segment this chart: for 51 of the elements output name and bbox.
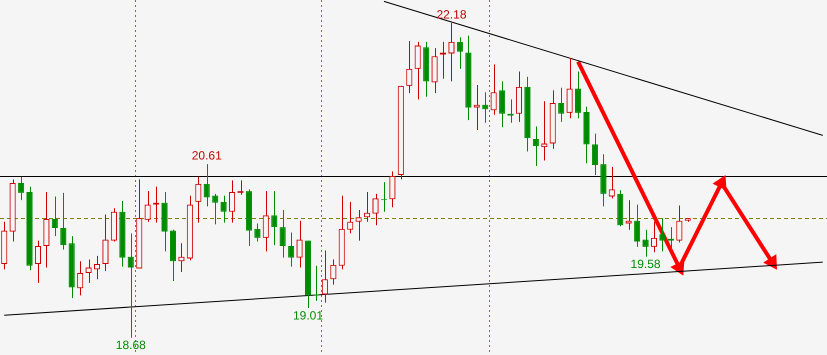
- annotation: 19.01: [293, 308, 324, 322]
- candlestick: [490, 64, 497, 116]
- candlestick: [634, 204, 640, 248]
- candlestick: [34, 240, 42, 284]
- candlestick: [330, 258, 336, 286]
- candlestick: [212, 193, 218, 225]
- candlestick: [532, 126, 539, 166]
- candlestick: [372, 193, 379, 226]
- candlestick: [347, 201, 354, 234]
- candlestick: [52, 196, 58, 237]
- candlestick: [296, 220, 303, 268]
- candlestick: [322, 250, 328, 304]
- candlestick: [364, 192, 370, 222]
- candlestick: [128, 232, 134, 338]
- candlestick: [102, 214, 109, 272]
- candlestick: [195, 176, 202, 224]
- candlestick: [448, 22, 455, 82]
- candlestick: [608, 166, 615, 199]
- candlestick: [144, 190, 151, 222]
- annotation: 19.58: [630, 257, 661, 272]
- candlestick: [499, 80, 506, 128]
- candlestick: [659, 218, 666, 252]
- candlestick: [414, 41, 421, 100]
- candlestick: [541, 100, 548, 162]
- candlestick: [642, 229, 649, 258]
- candlestick: [94, 255, 100, 280]
- candlestick: [456, 36, 463, 70]
- annotation: 20.61: [192, 148, 222, 162]
- candlestick: [389, 170, 396, 208]
- candlestick: [204, 164, 210, 207]
- candlestick: [575, 71, 582, 119]
- candlestick: [271, 190, 278, 246]
- candlestick: [220, 195, 227, 224]
- annotation: 18.68: [116, 338, 146, 352]
- candlestick: [60, 192, 66, 250]
- candlestick: [254, 222, 260, 242]
- candlestick: [262, 190, 269, 252]
- candlestick: [482, 92, 488, 124]
- candlestick: [406, 40, 412, 94]
- candlestick: [566, 58, 573, 119]
- candlestick: [592, 133, 598, 176]
- candlestick: [280, 210, 286, 258]
- annotation: 22.18: [436, 7, 467, 22]
- candlestick: [288, 232, 294, 268]
- candlestick: [77, 260, 84, 296]
- candlestick: [676, 205, 682, 243]
- candlestick: [86, 258, 92, 284]
- candlestick: [229, 180, 236, 224]
- candlestick: [178, 242, 184, 273]
- candlestick: [356, 210, 362, 242]
- candlestick: [558, 87, 564, 122]
